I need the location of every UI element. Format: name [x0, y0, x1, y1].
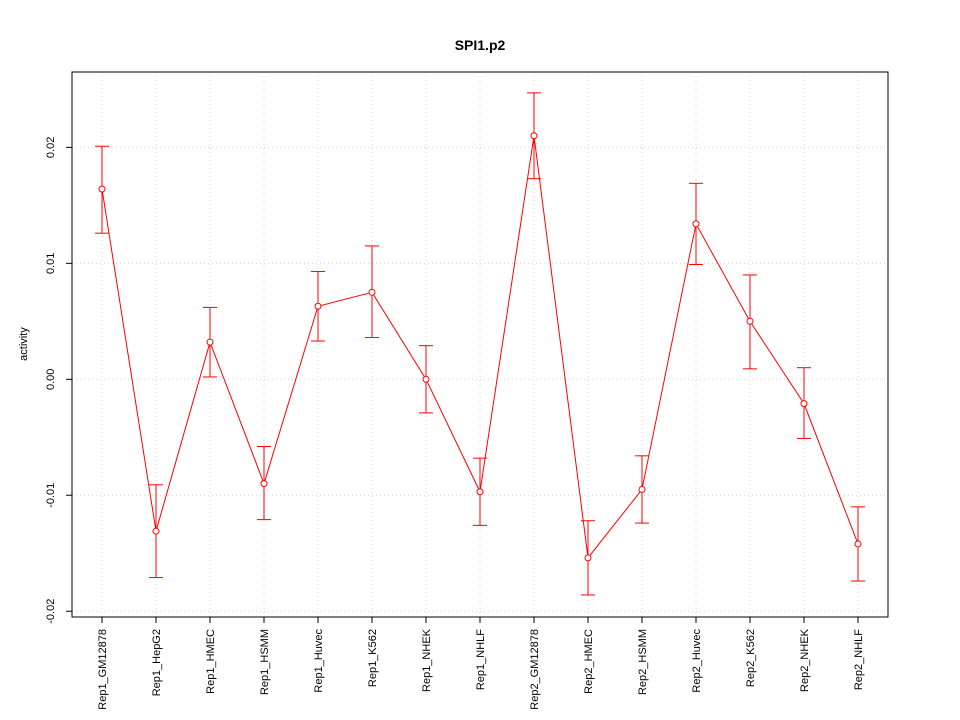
data-point	[260, 480, 268, 488]
data-point	[152, 527, 160, 535]
x-tick-label: Rep1_HMEC	[205, 629, 217, 694]
data-point	[314, 302, 322, 310]
y-tick-label: -0.02	[45, 599, 57, 624]
x-tick-label: Rep2_HMEC	[583, 629, 595, 694]
x-tick-label: Rep2_NHLF	[853, 629, 865, 690]
x-tick-label: Rep1_NHEK	[421, 628, 433, 692]
chart-title: SPI1.p2	[455, 37, 506, 53]
data-point	[476, 488, 484, 496]
x-tick-label: Rep1_HepG2	[151, 629, 163, 696]
data-point	[746, 317, 754, 325]
x-axis: Rep1_GM12878 Rep1_HepG2 Rep1_HMEC Rep1_HSMM…	[97, 616, 865, 710]
data-point	[584, 554, 592, 562]
y-tick-label: 0.02	[45, 137, 57, 158]
x-tick-label: Rep1_Huvec	[313, 629, 325, 693]
y-tick-label: 0.00	[45, 369, 57, 390]
x-tick-label: Rep2_GM12878	[529, 629, 541, 710]
y-axis: -0.02 -0.01 0.00 0.01 0.02	[45, 137, 73, 624]
data-points	[98, 132, 862, 562]
x-tick-label: Rep2_NHEK	[799, 628, 811, 692]
data-point	[854, 540, 862, 548]
data-point	[206, 338, 214, 346]
data-point	[800, 400, 808, 408]
y-axis-label: activity	[18, 327, 30, 361]
x-tick-label: Rep1_K562	[367, 629, 379, 687]
x-tick-label: Rep2_Huvec	[691, 629, 703, 693]
data-point	[692, 220, 700, 228]
x-tick-label: Rep2_K562	[745, 629, 757, 687]
y-tick-label: -0.01	[45, 483, 57, 508]
data-point	[638, 485, 646, 493]
x-tick-label: Rep1_NHLF	[475, 629, 487, 690]
y-tick-label: 0.01	[45, 253, 57, 274]
data-point	[530, 132, 538, 140]
data-point	[422, 375, 430, 383]
x-tick-label: Rep1_GM12878	[97, 629, 109, 710]
data-point	[368, 288, 376, 296]
data-point	[98, 185, 106, 193]
x-tick-label: Rep1_HSMM	[259, 629, 271, 695]
x-tick-label: Rep2_HSMM	[637, 629, 649, 695]
